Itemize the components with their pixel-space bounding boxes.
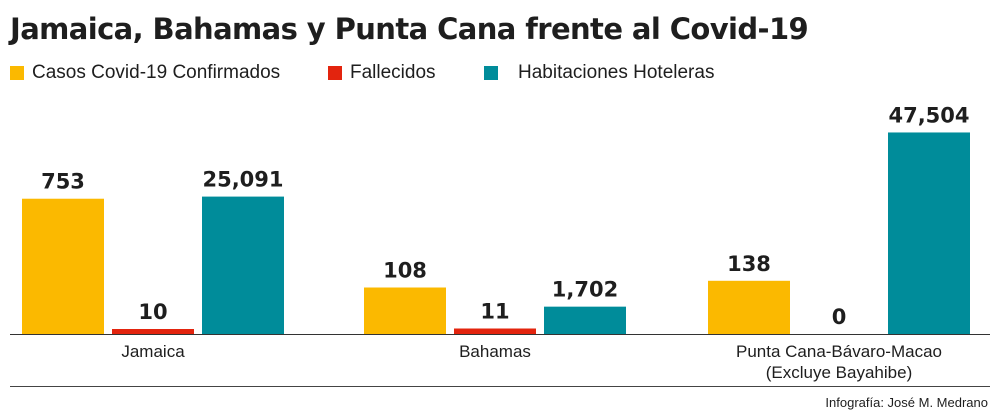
legend-item-confirmados: Casos Covid-19 Confirmados	[10, 62, 280, 84]
data-label-bahamas-habitaciones: 1,702	[552, 278, 618, 302]
bar-bahamas-fallecidos	[454, 328, 536, 334]
legend-item-habitaciones: Habitaciones Hoteleras	[484, 62, 714, 84]
data-label-jamaica-habitaciones: 25,091	[202, 168, 283, 192]
bar-bahamas-habitaciones	[544, 306, 626, 334]
legend-swatch-fallecidos	[328, 66, 342, 80]
legend-label-confirmados: Casos Covid-19 Confirmados	[32, 62, 281, 83]
category-label-jamaica: Jamaica	[121, 342, 185, 361]
bar-bahamas-casos	[364, 287, 446, 334]
data-label-punta-cana-bavaro-macao-habitaciones: 47,504	[888, 103, 969, 127]
bar-jamaica-casos	[22, 198, 104, 334]
data-label-bahamas-casos: 108	[383, 259, 427, 283]
legend: Casos Covid-19 Confirmados Fallecidos Ha…	[10, 62, 770, 84]
data-label-bahamas-fallecidos: 11	[480, 300, 509, 324]
category-label-bahamas: Bahamas	[459, 342, 531, 361]
legend-swatch-habitaciones	[484, 66, 498, 80]
legend-item-fallecidos: Fallecidos	[328, 62, 436, 84]
bar-jamaica-habitaciones	[202, 196, 284, 334]
legend-swatch-confirmados	[10, 66, 24, 80]
credit-text: Infografía: José M. Medrano	[825, 395, 988, 410]
bar-punta-cana-bavaro-macao-casos	[708, 280, 790, 334]
data-label-punta-cana-bavaro-macao-fallecidos: 0	[832, 305, 847, 329]
legend-label-habitaciones: Habitaciones Hoteleras	[518, 62, 715, 83]
bar-jamaica-fallecidos	[112, 329, 194, 334]
category-label-punta-cana-bavaro-macao-line2: (Excluye Bayahibe)	[766, 363, 912, 382]
chart-title: Jamaica, Bahamas y Punta Cana frente al …	[10, 12, 809, 46]
category-label-punta-cana-bavaro-macao: Punta Cana-Bávaro-Macao	[736, 342, 942, 361]
data-label-punta-cana-bavaro-macao-casos: 138	[727, 252, 771, 276]
legend-label-fallecidos: Fallecidos	[350, 62, 436, 83]
data-label-jamaica-casos: 753	[41, 170, 85, 194]
bar-punta-cana-bavaro-macao-habitaciones	[888, 132, 970, 334]
data-label-jamaica-fallecidos: 10	[138, 300, 167, 324]
